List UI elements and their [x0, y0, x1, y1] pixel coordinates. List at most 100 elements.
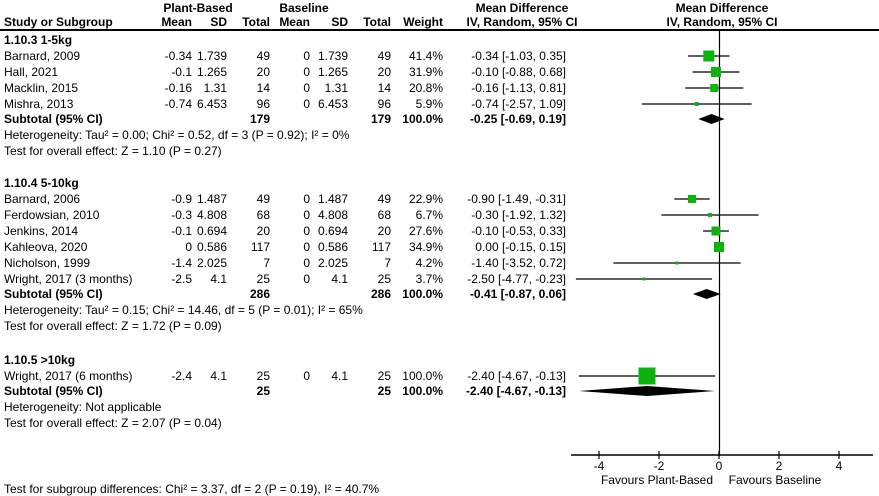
study-name: Ferdowsian, 2010	[4, 208, 100, 222]
overall-effect-text: Test for overall effect: Z = 2.07 (P = 0…	[4, 416, 222, 430]
heterogeneity-text: Heterogeneity: Not applicable	[4, 400, 162, 414]
plant-total-column-header: Total	[242, 15, 270, 29]
subtotal-label: Subtotal (95% CI)	[4, 112, 103, 126]
study-cell-total1: 49	[256, 49, 270, 63]
study-cell-mean2: 0	[303, 224, 310, 238]
study-cell-total1: 14	[256, 81, 270, 95]
study-cell-total2: 25	[377, 369, 391, 383]
effect-square	[708, 213, 712, 217]
subgroup-label: 1.10.3 1-5kg	[4, 33, 73, 47]
study-cell-weight: 20.8%	[408, 81, 443, 95]
study-cell-sd1: 4.1	[210, 369, 227, 383]
iv-random-plot-header: IV, Random, 95% CI	[666, 15, 778, 29]
study-cell-ci_text: 0.00 [-0.15, 0.15]	[475, 240, 566, 254]
study-cell-mean2: 0	[303, 192, 310, 206]
heterogeneity-text: Heterogeneity: Tau² = 0.00; Chi² = 0.52,…	[4, 128, 350, 142]
study-column-header: Study or Subgroup	[4, 15, 113, 29]
baseline-mean-column-header: Mean	[279, 15, 310, 29]
study-cell-mean2: 0	[303, 49, 310, 63]
study-cell-mean2: 0	[303, 256, 310, 270]
baseline-sd-column-header: SD	[331, 15, 348, 29]
subtotal-ci: -2.40 [-4.67, -0.13]	[465, 384, 566, 398]
study-cell-weight: 100.0%	[402, 369, 443, 383]
plant-based-group-header: Plant-Based	[163, 1, 233, 15]
study-cell-ci_text: -2.40 [-4.67, -0.13]	[467, 369, 566, 383]
study-name: Nicholson, 1999	[4, 256, 91, 270]
subgroup-label: 1.10.4 5-10kg	[4, 176, 79, 190]
study-cell-ci_text: -2.50 [-4.77, -0.23]	[467, 272, 566, 286]
study-cell-mean1: -0.74	[164, 97, 192, 111]
study-cell-total1: 96	[256, 97, 270, 111]
study-cell-sd2: 1.265	[317, 65, 348, 79]
study-cell-mean2: 0	[303, 240, 310, 254]
subtotal-ci: -0.41 [-0.87, 0.06]	[469, 287, 566, 301]
study-cell-sd2: 1.31	[324, 81, 348, 95]
study-cell-weight: 41.4%	[408, 49, 443, 63]
study-cell-ci_text: -0.34 [-1.03, 0.35]	[471, 49, 566, 63]
axis-tick-label: 2	[776, 459, 783, 473]
study-name: Kahleova, 2020	[4, 240, 88, 254]
effect-square	[694, 102, 699, 106]
effect-square	[703, 50, 715, 62]
subtotal-weight: 100.0%	[402, 287, 443, 301]
axis-tick-label: -2	[654, 459, 665, 473]
study-cell-sd2: 4.808	[317, 208, 348, 222]
study-cell-sd2: 4.1	[331, 369, 348, 383]
study-cell-sd1: 6.453	[196, 97, 227, 111]
study-cell-total1: 7	[263, 256, 270, 270]
study-name: Wright, 2017 (3 months)	[4, 272, 133, 286]
study-cell-sd2: 0.586	[317, 240, 348, 254]
effect-square	[642, 277, 646, 281]
study-cell-sd2: 2.025	[317, 256, 348, 270]
study-name: Macklin, 2015	[4, 81, 79, 95]
study-cell-total1: 117	[250, 240, 270, 254]
subtotal-total1: 179	[249, 112, 270, 126]
effect-square	[675, 261, 679, 265]
study-cell-total2: 68	[377, 208, 391, 222]
mean-difference-plot-header: Mean Difference	[675, 1, 769, 15]
study-cell-total1: 25	[256, 369, 270, 383]
study-cell-total2: 20	[377, 224, 391, 238]
study-name: Hall, 2021	[4, 65, 59, 79]
study-cell-sd1: 1.31	[203, 81, 227, 95]
study-cell-mean2: 0	[303, 272, 310, 286]
study-name: Barnard, 2009	[4, 49, 81, 63]
study-cell-mean1: -0.1	[171, 224, 192, 238]
study-cell-mean2: 0	[303, 81, 310, 95]
subtotal-total1: 286	[249, 287, 270, 301]
mean-difference-column-header: Mean Difference	[475, 1, 569, 15]
study-cell-ci_text: -0.10 [-0.53, 0.33]	[471, 224, 566, 238]
effect-square	[688, 195, 696, 203]
study-cell-weight: 5.9%	[415, 97, 443, 111]
study-cell-mean1: -0.3	[171, 208, 192, 222]
study-cell-sd2: 1.487	[317, 192, 348, 206]
subtotal-diamond	[578, 386, 716, 396]
subtotal-total2: 25	[377, 384, 391, 398]
favours-left-label: Favours Plant-Based	[601, 473, 713, 487]
axis-tick-label: 0	[716, 459, 723, 473]
subtotal-total1: 25	[256, 384, 270, 398]
effect-square	[711, 226, 721, 236]
effect-square	[710, 84, 719, 92]
study-cell-total1: 20	[256, 224, 270, 238]
effect-square	[638, 367, 656, 385]
study-cell-sd2: 1.739	[317, 49, 348, 63]
study-cell-total1: 25	[256, 272, 270, 286]
study-cell-ci_text: -0.16 [-1.13, 0.81]	[471, 81, 566, 95]
study-cell-total1: 20	[256, 65, 270, 79]
study-cell-sd1: 2.025	[196, 256, 227, 270]
study-cell-total1: 49	[256, 192, 270, 206]
subtotal-diamond	[698, 114, 725, 124]
study-cell-weight: 4.2%	[415, 256, 443, 270]
study-cell-ci_text: -0.10 [-0.88, 0.68]	[471, 65, 566, 79]
study-cell-weight: 27.6%	[408, 224, 443, 238]
study-name: Mishra, 2013	[4, 97, 74, 111]
study-cell-mean1: -2.4	[171, 369, 192, 383]
iv-random-column-header: IV, Random, 95% CI	[466, 15, 578, 29]
subgroup-differences-text: Test for subgroup differences: Chi² = 3.…	[4, 482, 380, 496]
study-cell-total2: 96	[377, 97, 391, 111]
study-cell-total2: 49	[377, 49, 391, 63]
plant-sd-column-header: SD	[210, 15, 227, 29]
